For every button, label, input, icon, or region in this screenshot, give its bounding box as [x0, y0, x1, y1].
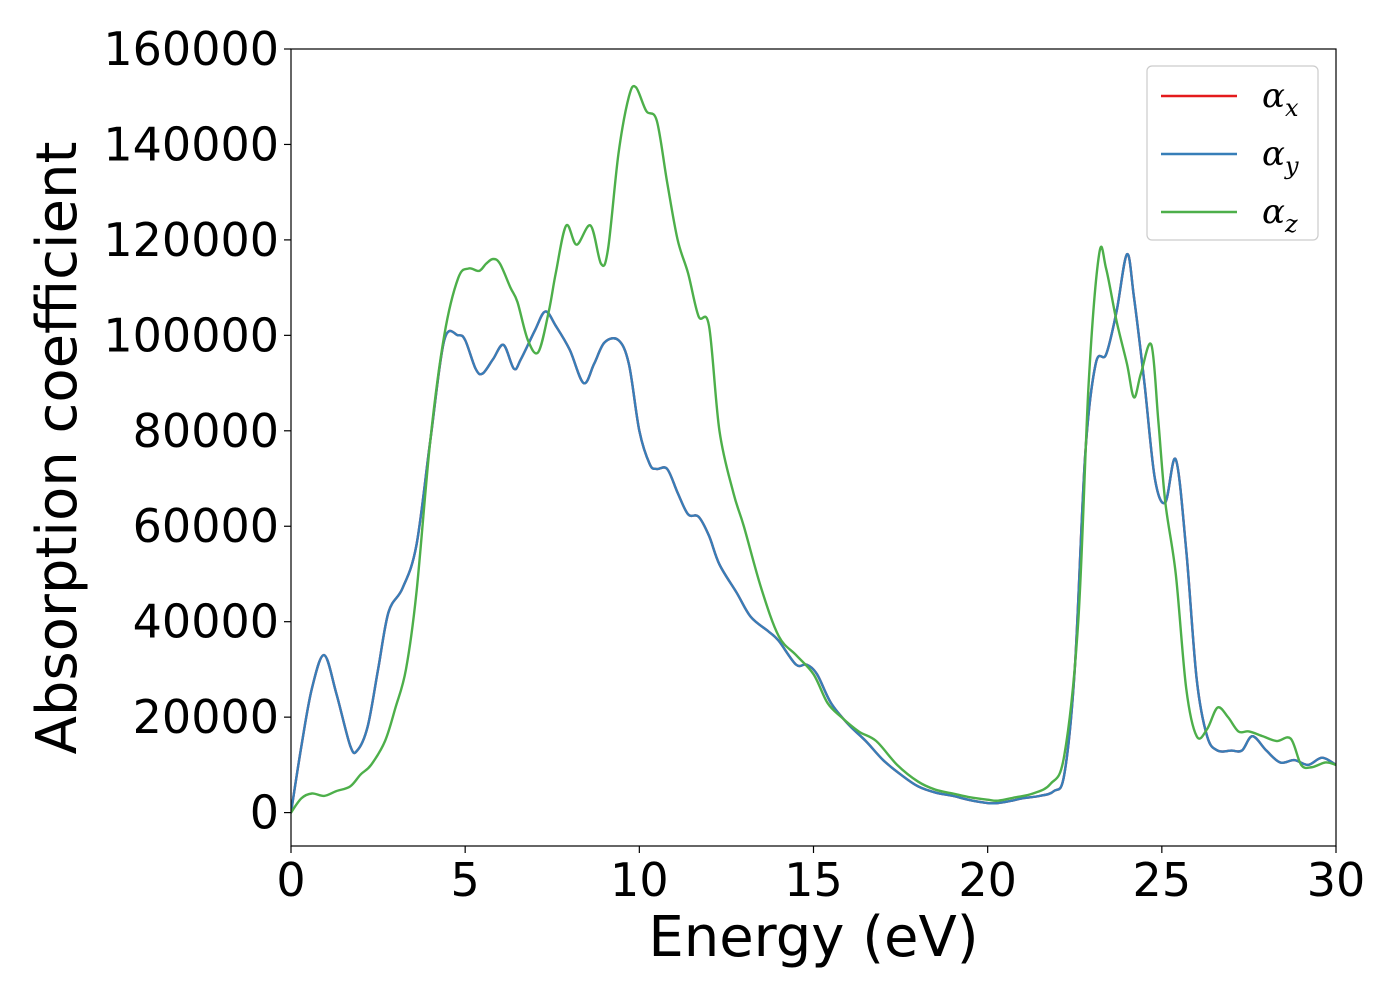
legend-label-alpha-x: αx [1262, 76, 1299, 122]
x-tick-label: 20 [958, 853, 1017, 907]
y-axis: 0 20000 40000 60000 80000 100000 120000 140000 1… [103, 22, 291, 840]
y-tick-label: 40000 [133, 595, 279, 649]
x-tick-label: 5 [451, 853, 480, 907]
series-layer [291, 84, 1336, 814]
x-axis: 0 5 10 15 20 25 30 [276, 846, 1365, 907]
x-tick-label: 0 [276, 853, 305, 907]
y-tick-label: 20000 [133, 690, 279, 744]
x-tick-label: 15 [784, 853, 843, 907]
legend-label-alpha-y: αy [1262, 134, 1299, 180]
y-tick-label: 120000 [103, 213, 279, 267]
x-tick-label: 25 [1133, 853, 1192, 907]
series-line-alpha-z [291, 84, 1336, 814]
series-line-alpha-y [291, 253, 1336, 814]
y-axis-title: Absorption coefficient [25, 142, 90, 755]
y-tick-label: 60000 [133, 499, 279, 553]
x-tick-label: 10 [610, 853, 669, 907]
y-tick-label: 160000 [103, 22, 279, 76]
y-tick-label: 100000 [103, 308, 279, 362]
legend: αx αy αz [1146, 65, 1319, 241]
x-axis-title: Energy (eV) [648, 905, 978, 970]
legend-label-alpha-z: αz [1262, 192, 1298, 238]
y-tick-label: 0 [250, 786, 279, 840]
y-tick-label: 80000 [133, 404, 279, 458]
y-tick-label: 140000 [103, 117, 279, 171]
x-tick-label: 30 [1307, 853, 1366, 907]
